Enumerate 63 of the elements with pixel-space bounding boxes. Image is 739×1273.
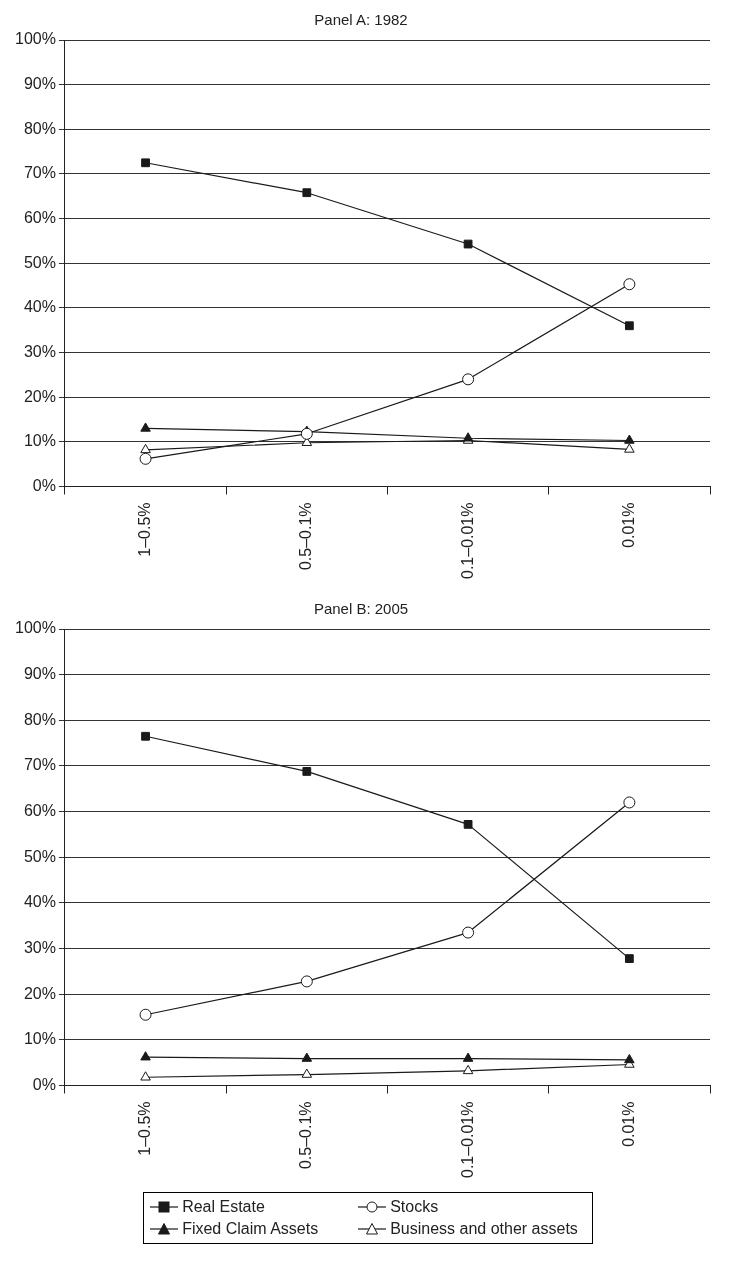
point	[462, 1052, 474, 1062]
y-tick-label: 90%	[23, 665, 56, 683]
point	[139, 452, 152, 465]
y-tick-label: 50%	[23, 847, 56, 865]
point	[139, 1008, 152, 1021]
legend-label: Business and other assets	[390, 1219, 578, 1239]
point	[624, 434, 635, 444]
point	[141, 731, 150, 741]
y-tick-label: 40%	[23, 298, 56, 316]
chart-title: Panel A: 1982	[314, 11, 408, 29]
point	[624, 321, 634, 331]
y-tick-label: 100%	[15, 30, 56, 48]
legend-label: Real Estate	[182, 1197, 265, 1217]
x-tick-label: 0.1–0.01%	[458, 1101, 476, 1179]
point	[300, 427, 313, 440]
point	[462, 1064, 474, 1075]
y-tick-label: 90%	[23, 75, 56, 93]
x-tick-label: 0.1–0.01%	[458, 502, 476, 580]
chart-title: Panel B: 2005	[313, 600, 409, 618]
point	[624, 1053, 635, 1064]
y-tick-label: 80%	[23, 710, 56, 728]
x-tick-label: 1–0.5%	[135, 1101, 153, 1156]
y-tick-label: 60%	[23, 209, 56, 226]
x-tick-label: 0.01%	[619, 1101, 637, 1147]
point	[462, 373, 475, 386]
point	[140, 1071, 151, 1081]
point	[302, 767, 312, 776]
y-tick-label: 40%	[23, 893, 56, 911]
point	[623, 278, 636, 291]
point	[140, 443, 151, 454]
point	[141, 158, 150, 168]
point	[140, 1051, 151, 1061]
point	[302, 188, 312, 198]
point	[301, 1052, 313, 1062]
point	[463, 819, 473, 829]
point	[140, 422, 151, 432]
y-tick-label: 0%	[32, 1075, 56, 1093]
y-tick-label: 50%	[23, 253, 56, 271]
x-tick-label: 0.5–0.1%	[297, 502, 315, 571]
y-tick-label: 70%	[23, 756, 56, 774]
y-tick-label: 30%	[23, 938, 56, 956]
x-tick-label: 0.5–0.1%	[297, 1101, 315, 1170]
y-tick-label: 0%	[32, 476, 56, 494]
point	[463, 239, 473, 249]
legend-label: Fixed Claim Assets	[182, 1219, 319, 1239]
y-tick-label: 20%	[23, 984, 56, 1002]
point	[623, 796, 636, 809]
legend-label: Stocks	[390, 1197, 439, 1217]
y-tick-label: 80%	[23, 119, 56, 137]
y-tick-label: 60%	[23, 802, 56, 819]
y-tick-label: 10%	[23, 1030, 56, 1048]
y-tick-label: 20%	[23, 387, 56, 405]
x-tick-label: 1–0.5%	[135, 502, 153, 557]
y-tick-label: 30%	[23, 342, 56, 360]
point	[462, 926, 475, 939]
point	[624, 443, 635, 453]
y-tick-label: 100%	[15, 619, 56, 637]
x-tick-label: 0.01%	[619, 502, 637, 548]
y-tick-label: 70%	[23, 164, 56, 182]
point	[624, 954, 634, 963]
point	[300, 975, 313, 988]
y-tick-label: 10%	[23, 432, 56, 450]
point	[301, 1068, 313, 1078]
